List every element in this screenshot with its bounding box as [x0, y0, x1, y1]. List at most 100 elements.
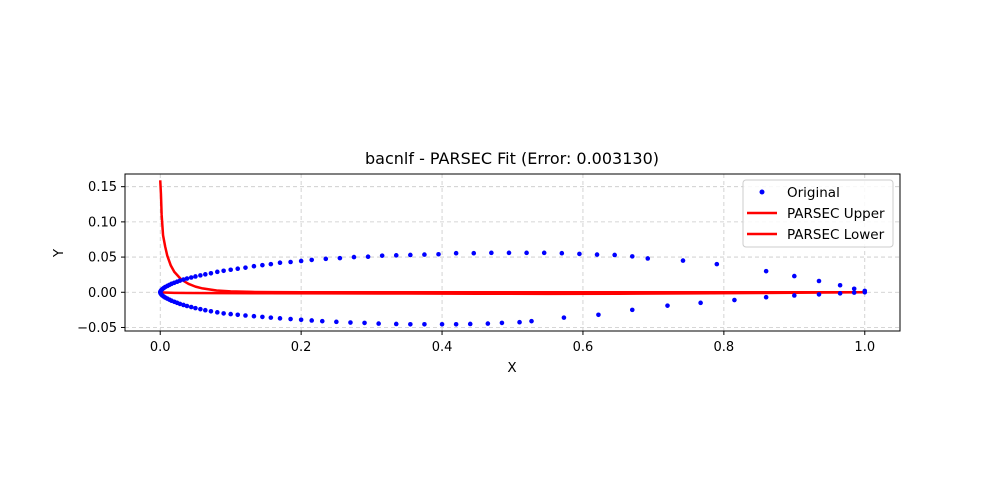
- data-point: [193, 274, 198, 279]
- y-tick-label: 0.15: [88, 180, 117, 195]
- data-point: [376, 321, 381, 326]
- data-point: [188, 275, 194, 280]
- data-point: [268, 261, 274, 267]
- data-point: [698, 300, 703, 306]
- data-point: [184, 276, 190, 281]
- data-point: [268, 315, 274, 320]
- data-point: [851, 286, 857, 292]
- data-point: [645, 256, 651, 261]
- data-point: [228, 267, 233, 273]
- data-point: [181, 302, 186, 308]
- x-axis: 0.0 0.2 0.4 0.6 0.8 1.0: [150, 331, 875, 355]
- x-tick-label: 0.0: [150, 340, 171, 355]
- data-point: [288, 259, 293, 265]
- data-point: [215, 269, 220, 275]
- data-point: [243, 265, 248, 270]
- data-point: [309, 257, 315, 263]
- data-point: [561, 315, 567, 320]
- data-point: [208, 270, 214, 276]
- y-tick-label: 0.05: [88, 251, 117, 266]
- data-point: [198, 306, 203, 312]
- plot-content: [157, 180, 868, 327]
- data-point: [524, 250, 529, 256]
- data-point: [862, 289, 868, 295]
- data-point: [277, 316, 283, 321]
- data-point: [714, 261, 720, 267]
- data-point: [763, 294, 769, 300]
- data-point: [198, 273, 203, 278]
- data-point: [260, 314, 265, 320]
- data-point: [379, 253, 385, 258]
- data-point: [393, 321, 399, 327]
- data-point: [203, 272, 208, 277]
- data-point: [277, 260, 283, 266]
- data-point: [422, 322, 427, 327]
- data-point: [193, 305, 198, 311]
- data-point: [439, 322, 445, 327]
- data-point: [208, 308, 214, 314]
- data-point: [559, 250, 565, 256]
- data-point: [594, 252, 600, 257]
- data-point: [506, 250, 512, 256]
- data-point: [792, 293, 797, 298]
- data-point: [203, 307, 208, 313]
- data-point: [763, 268, 769, 274]
- series-line-parsec-lower: [160, 291, 865, 296]
- data-point: [577, 251, 582, 257]
- data-point: [365, 254, 371, 260]
- data-point: [235, 266, 241, 271]
- data-point: [422, 252, 427, 257]
- data-point: [517, 319, 522, 325]
- data-point: [732, 297, 737, 303]
- data-point: [298, 317, 304, 323]
- data-point: [181, 277, 186, 282]
- data-point: [837, 291, 843, 296]
- y-tick-label: −0.05: [77, 321, 117, 336]
- data-point: [184, 303, 190, 309]
- data-point: [629, 254, 635, 259]
- legend: Original PARSEC Upper PARSEC Lower: [742, 179, 894, 248]
- data-point: [337, 255, 343, 261]
- data-point: [499, 320, 505, 326]
- data-point: [541, 250, 547, 256]
- data-point: [629, 307, 635, 313]
- data-point: [351, 254, 357, 260]
- legend-label-parsec-upper: PARSEC Upper: [787, 206, 885, 222]
- data-point: [251, 313, 257, 319]
- data-point: [408, 252, 413, 258]
- data-point: [235, 312, 241, 318]
- x-axis-title: X: [507, 360, 516, 376]
- data-point: [334, 319, 339, 325]
- plot-frame: [124, 173, 901, 332]
- y-tick-label: 0.10: [88, 215, 117, 230]
- data-point: [362, 320, 367, 326]
- legend-box: [742, 179, 894, 248]
- data-point: [243, 313, 248, 318]
- data-point: [665, 303, 670, 308]
- data-point: [792, 273, 797, 279]
- data-point: [260, 262, 265, 268]
- data-point: [485, 321, 491, 326]
- x-tick-label: 0.4: [432, 340, 453, 355]
- data-point: [298, 258, 304, 264]
- y-axis-title: Y: [51, 248, 67, 258]
- data-point: [489, 250, 494, 256]
- data-point: [177, 301, 183, 307]
- data-point: [393, 253, 399, 258]
- data-point: [221, 311, 226, 316]
- data-point: [453, 322, 459, 327]
- data-point: [467, 321, 473, 327]
- data-point: [680, 258, 686, 263]
- data-point: [188, 304, 194, 310]
- data-point: [309, 318, 315, 323]
- data-point: [251, 263, 257, 269]
- y-axis: −0.05 0.00 0.05 0.10 0.15: [77, 180, 125, 336]
- data-point: [228, 311, 233, 317]
- legend-label-original: Original: [787, 185, 840, 201]
- data-point: [288, 316, 293, 322]
- data-point: [816, 278, 822, 284]
- legend-label-parsec-lower: PARSEC Lower: [787, 227, 885, 243]
- data-point: [436, 251, 441, 257]
